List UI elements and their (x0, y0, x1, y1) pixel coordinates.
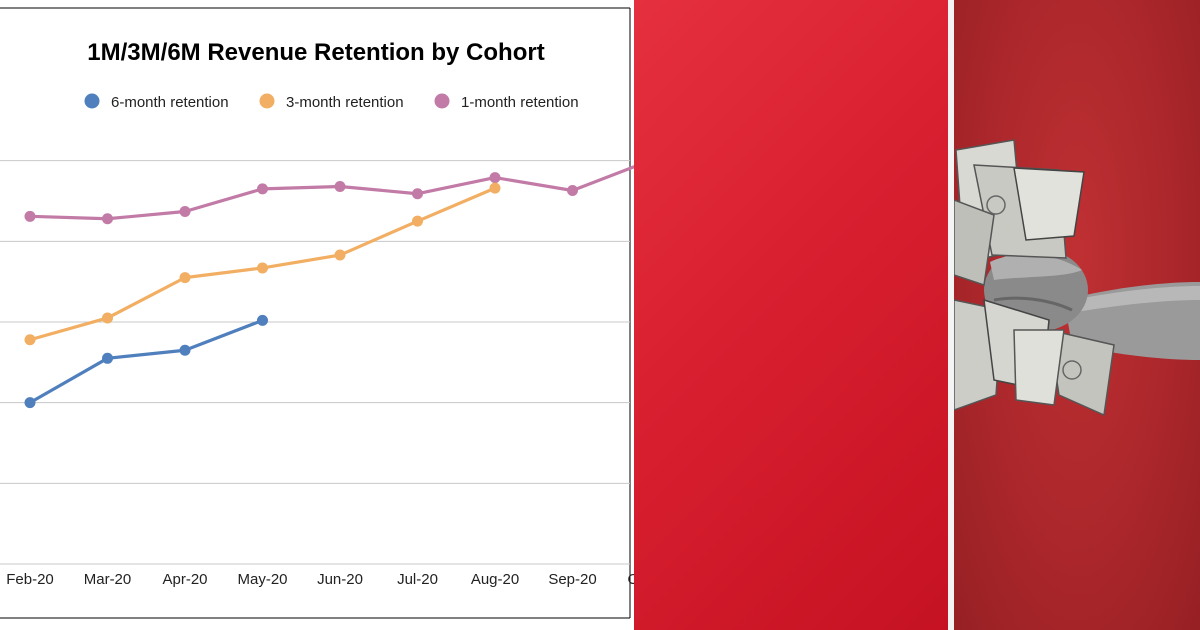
series-3-month-retention (24, 182, 501, 346)
data-point (567, 185, 578, 197)
data-point (179, 205, 191, 217)
x-tick-label: May-20 (237, 571, 287, 588)
legend-label: 6-month retention (111, 94, 229, 111)
x-tick-label: Jul-20 (397, 571, 438, 588)
hand-holding-money-photo (954, 0, 1200, 630)
data-point (179, 344, 191, 356)
data-point (257, 183, 268, 195)
data-point (24, 397, 36, 409)
data-point (257, 314, 268, 326)
data-point (24, 210, 36, 222)
series-line (29, 318, 264, 405)
x-tick-label: Mar-20 (84, 571, 132, 588)
series-line (29, 165, 634, 221)
chart-panel: 1M/3M/6M Revenue Retention by Cohort 6-m… (0, 7, 634, 619)
chart-title: 1M/3M/6M Revenue Retention by Cohort (87, 39, 544, 66)
chart-series (24, 165, 634, 409)
hand-with-cash-icon (954, 139, 1200, 417)
x-tick-label: Feb-20 (6, 571, 54, 588)
data-point (179, 272, 191, 284)
data-point (489, 172, 501, 184)
legend-item: 3-month retention (259, 93, 404, 111)
data-point (24, 334, 36, 346)
legend-label: 1-month retention (461, 94, 579, 111)
chart-gridlines (0, 160, 630, 565)
x-tick-label: Aug-20 (471, 571, 519, 588)
panel-divider (948, 0, 954, 630)
retention-line-chart: 1M/3M/6M Revenue Retention by Cohort 6-m… (0, 7, 634, 619)
legend-marker (434, 93, 450, 109)
legend-item: 1-month retention (434, 93, 579, 111)
data-point (102, 213, 113, 225)
data-point (102, 312, 113, 324)
legend-label: 3-month retention (286, 94, 404, 111)
legend-marker (84, 93, 100, 109)
x-tick-label: Apr-20 (162, 571, 207, 588)
data-point (334, 180, 346, 192)
x-tick-label: Oct-20 (627, 571, 634, 588)
series-6-month-retention (24, 314, 268, 409)
series-1-month-retention (24, 165, 634, 225)
data-point (334, 249, 346, 261)
legend-marker (259, 93, 275, 109)
data-point (489, 182, 501, 194)
data-point (412, 188, 423, 200)
data-point (257, 262, 268, 274)
x-tick-label: Sep-20 (548, 571, 596, 588)
data-point (412, 215, 423, 227)
red-background-panel (634, 0, 948, 630)
data-point (102, 352, 113, 364)
legend-item: 6-month retention (84, 93, 229, 111)
x-tick-label: Jun-20 (317, 571, 363, 588)
x-axis-tick-labels: Feb-20 Mar-20 Apr-20 May-20 Jun-20 Jul-20 Aug-… (6, 571, 634, 588)
chart-legend: 6-month retention 3-month retention 1-mont… (84, 93, 579, 111)
